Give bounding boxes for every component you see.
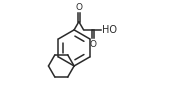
Text: HO: HO bbox=[102, 25, 117, 35]
Text: O: O bbox=[90, 40, 97, 49]
Text: O: O bbox=[75, 3, 82, 12]
